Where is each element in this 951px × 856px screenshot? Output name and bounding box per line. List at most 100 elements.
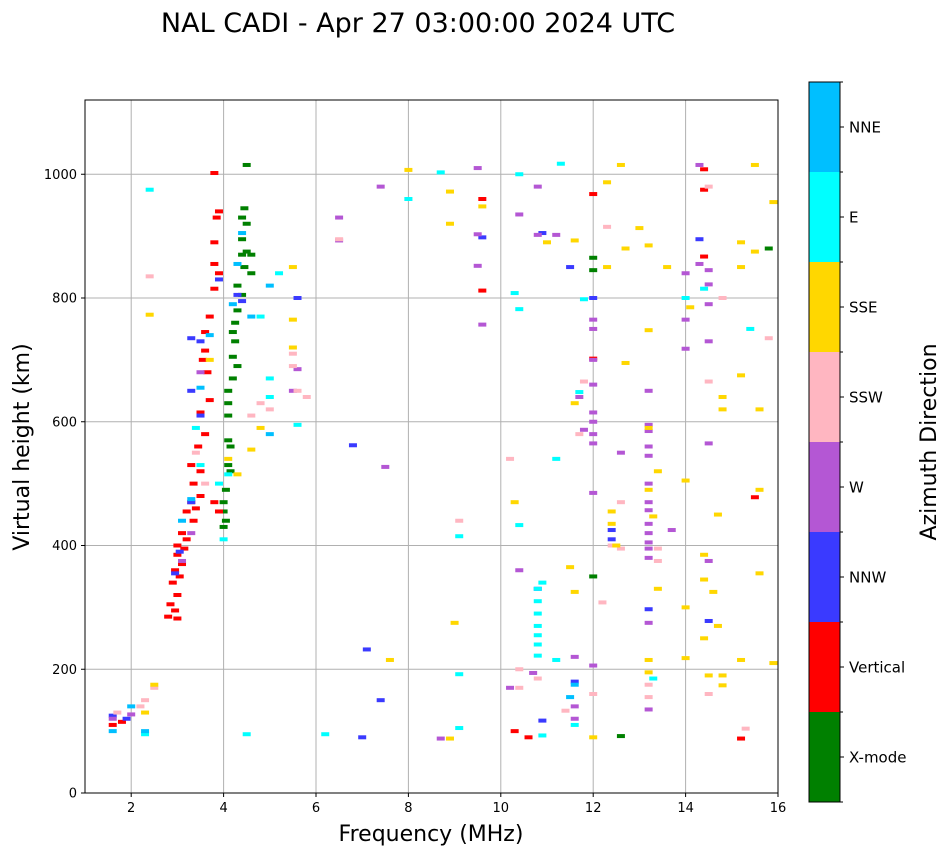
x-axis-label: Frequency (MHz) — [339, 822, 524, 847]
x-tick-label: 6 — [312, 801, 320, 816]
echo-point-vertical — [171, 608, 180, 613]
echo-point-vertical — [700, 187, 709, 192]
echo-point-ssw — [653, 546, 662, 551]
echo-point-ssw — [113, 710, 122, 715]
echo-point-x-mode — [228, 330, 237, 335]
echo-point-sse — [385, 657, 394, 662]
echo-point-sse — [445, 189, 454, 194]
y-tick-label: 200 — [52, 663, 77, 678]
echo-point-sse — [566, 565, 575, 570]
echo-point-sse — [653, 586, 662, 591]
echo-point-vertical — [173, 616, 182, 621]
echo-point-sse — [769, 200, 778, 205]
echo-point-sse — [141, 710, 150, 715]
echo-point-e — [515, 172, 524, 177]
colorbar-tick-label: SSE — [849, 299, 878, 317]
echo-point-e — [538, 733, 547, 738]
echo-point-nnw — [348, 443, 357, 448]
echo-point-x-mode — [238, 237, 247, 242]
data-marks — [108, 161, 778, 741]
echo-point-sse — [607, 509, 616, 514]
echo-point-w — [644, 429, 653, 434]
echo-point-w — [681, 346, 690, 351]
echo-point-nnw — [187, 500, 196, 505]
echo-point-vertical — [191, 506, 200, 511]
echo-point-w — [644, 620, 653, 625]
echo-point-ssw — [598, 600, 607, 605]
echo-point-e — [219, 537, 228, 542]
echo-point-sse — [737, 373, 746, 378]
echo-point-nnw — [607, 528, 616, 533]
echo-point-nne — [238, 231, 247, 236]
echo-point-nne — [265, 283, 274, 288]
echo-point-w — [335, 215, 344, 220]
echo-point-ssw — [256, 401, 265, 406]
echo-point-w — [589, 432, 598, 437]
echo-point-w — [681, 317, 690, 322]
echo-point-nnw — [122, 716, 131, 721]
echo-point-x-mode — [219, 509, 228, 514]
echo-point-ssw — [288, 351, 297, 356]
echo-point-x-mode — [228, 376, 237, 381]
echo-point-e — [515, 523, 524, 528]
echo-point-sse — [700, 577, 709, 582]
echo-point-sse — [750, 162, 759, 167]
echo-point-x-mode — [238, 252, 247, 257]
echo-point-w — [473, 232, 482, 237]
echo-point-w — [178, 558, 187, 563]
echo-point-nne — [178, 518, 187, 523]
echo-point-nne — [228, 302, 237, 307]
echo-point-nnw — [196, 413, 205, 418]
echo-point-w — [478, 322, 487, 327]
echo-point-w — [644, 555, 653, 560]
colorbar-tick-label: NNW — [849, 569, 886, 587]
echo-point-w — [681, 271, 690, 276]
echo-point-x-mode — [247, 271, 256, 276]
echo-point-nnw — [478, 235, 487, 240]
echo-point-e — [196, 463, 205, 468]
echo-point-e — [321, 732, 330, 737]
echo-point-sse — [621, 246, 630, 251]
colorbar-segment-x-mode — [809, 712, 840, 802]
echo-point-sse — [644, 657, 653, 662]
x-tick-label: 2 — [127, 801, 135, 816]
echo-point-w — [293, 367, 302, 372]
echo-point-sse — [755, 571, 764, 576]
echo-point-x-mode — [226, 444, 235, 449]
echo-point-ssw — [561, 708, 570, 713]
echo-point-sse — [750, 249, 759, 254]
echo-point-ssw — [718, 296, 727, 300]
echo-point-vertical — [171, 568, 180, 573]
x-tick-label: 4 — [219, 801, 227, 816]
echo-point-vertical — [750, 495, 759, 500]
echo-point-vertical — [201, 330, 210, 335]
echo-point-x-mode — [238, 292, 247, 297]
echo-point-ssw — [247, 413, 256, 418]
echo-point-sse — [681, 478, 690, 483]
echo-point-vertical — [214, 271, 223, 276]
echo-point-nnw — [570, 679, 579, 684]
echo-point-nnw — [362, 647, 371, 652]
echo-point-sse — [589, 735, 598, 740]
echo-point-sse — [686, 305, 695, 310]
echo-point-ssw — [455, 518, 464, 523]
colorbar-segment-e — [809, 172, 840, 262]
echo-point-vertical — [201, 348, 210, 353]
echo-point-ssw — [150, 685, 159, 690]
echo-point-e — [141, 732, 150, 737]
echo-point-sse — [649, 514, 658, 519]
echo-point-nnw — [196, 339, 205, 344]
colorbar-segment-nne — [809, 82, 840, 172]
echo-point-x-mode — [589, 268, 598, 273]
echo-point-sse — [737, 657, 746, 662]
echo-point-vertical — [166, 602, 175, 607]
echo-point-w — [533, 184, 542, 189]
echo-point-x-mode — [238, 215, 247, 220]
echo-point-e — [242, 732, 251, 737]
echo-point-ssw — [603, 224, 612, 229]
echo-point-nnw — [175, 549, 184, 554]
echo-point-vertical — [194, 444, 203, 449]
echo-point-x-mode — [242, 249, 251, 254]
colorbar-tick-label: SSW — [849, 389, 883, 407]
echo-point-w — [695, 162, 704, 167]
